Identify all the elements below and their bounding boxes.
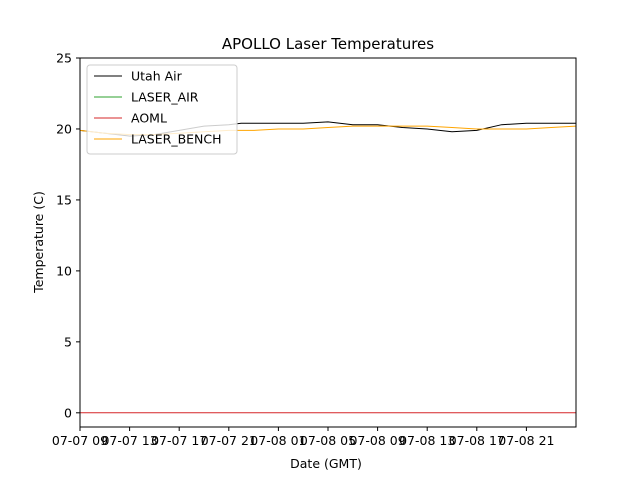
legend: Utah Air LASER_AIR AOML LASER_BENCH xyxy=(86,64,238,155)
x-tick-label: 07-07 17 xyxy=(151,433,207,448)
y-tick-label: 25 xyxy=(56,51,72,66)
y-tick-label: 15 xyxy=(56,192,72,207)
y-axis-label: Temperature (C) xyxy=(31,191,46,294)
y-tick-label: 20 xyxy=(56,121,72,136)
plot-frame xyxy=(79,57,577,428)
chart-title: APOLLO Laser Temperatures xyxy=(222,35,434,53)
legend-label: LASER_BENCH xyxy=(131,132,222,147)
x-tick-label: 07-08 13 xyxy=(399,433,455,448)
y-tick-label: 5 xyxy=(64,334,72,349)
legend-box xyxy=(86,64,238,155)
x-tick-label: 07-08 09 xyxy=(349,433,405,448)
x-tick-label: 07-07 13 xyxy=(101,433,157,448)
x-tick-label: 07-08 17 xyxy=(449,433,505,448)
x-tick-label: 07-07 21 xyxy=(201,433,257,448)
x-tick-label: 07-08 21 xyxy=(498,433,554,448)
x-tick-label: 07-08 05 xyxy=(300,433,356,448)
legend-label: Utah Air xyxy=(131,69,183,84)
x-tick-label: 07-08 01 xyxy=(250,433,306,448)
x-tick-label: 07-07 09 xyxy=(52,433,108,448)
y-tick-label: 10 xyxy=(56,263,72,278)
legend-label: AOML xyxy=(131,111,167,126)
legend-label: LASER_AIR xyxy=(131,90,199,105)
y-tick-label: 0 xyxy=(64,405,72,420)
x-axis-label: Date (GMT) xyxy=(290,456,362,471)
